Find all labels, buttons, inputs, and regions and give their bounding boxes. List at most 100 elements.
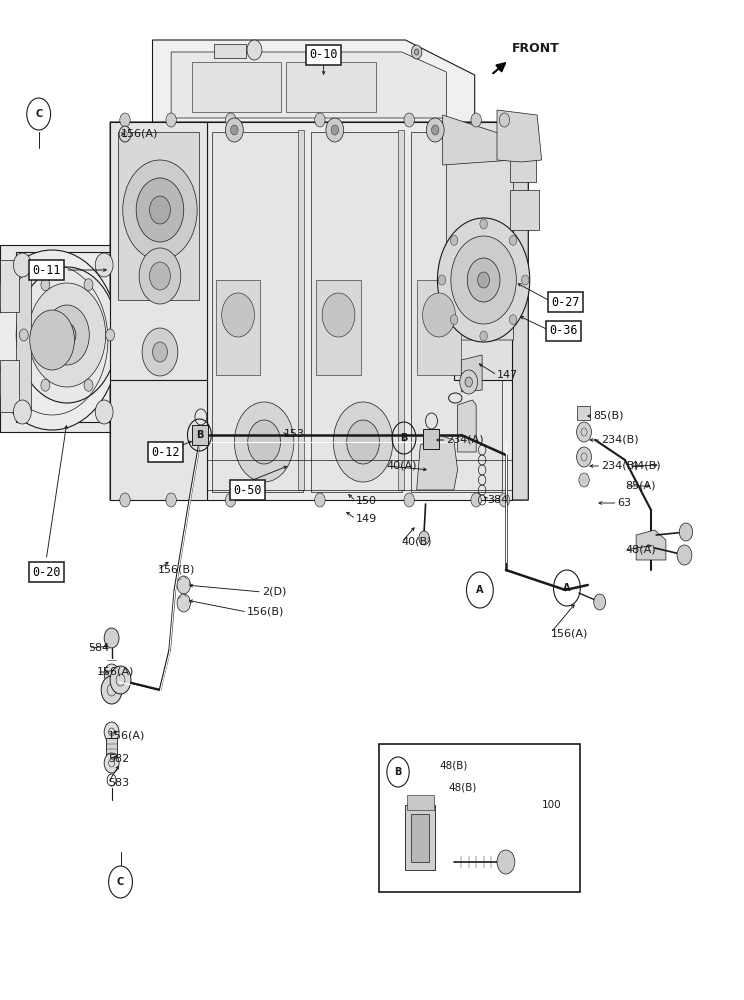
Text: 0-10: 0-10 [310,48,338,62]
Polygon shape [417,280,461,375]
Circle shape [347,420,379,464]
Circle shape [166,113,176,127]
Polygon shape [311,132,402,492]
Polygon shape [510,190,539,230]
Circle shape [136,178,184,242]
Circle shape [30,310,74,370]
Circle shape [471,113,481,127]
Circle shape [679,523,693,541]
Circle shape [522,275,529,285]
Circle shape [331,125,339,135]
Text: 40(B): 40(B) [402,537,432,547]
Circle shape [84,279,93,291]
Text: 48(B): 48(B) [449,782,477,792]
Circle shape [234,402,294,482]
Circle shape [177,594,190,612]
Polygon shape [171,52,446,118]
Circle shape [467,258,500,302]
Polygon shape [0,245,113,432]
Text: 44(B): 44(B) [631,461,661,471]
Polygon shape [458,400,476,452]
Circle shape [106,329,115,341]
Text: A: A [476,585,484,595]
Circle shape [450,235,458,245]
Circle shape [104,664,119,684]
Circle shape [499,493,510,507]
Text: 0-36: 0-36 [549,324,577,338]
Circle shape [404,493,414,507]
Circle shape [497,850,515,874]
Circle shape [225,113,236,127]
Circle shape [677,545,692,565]
Polygon shape [216,280,260,375]
Circle shape [16,267,118,403]
Circle shape [41,279,50,291]
Text: B: B [196,430,203,440]
Circle shape [322,293,355,337]
Circle shape [450,315,458,325]
Circle shape [104,628,119,648]
Circle shape [247,40,262,60]
Circle shape [577,422,591,442]
Circle shape [139,248,181,304]
Bar [577,406,590,420]
Circle shape [577,447,591,467]
Circle shape [166,493,176,507]
Text: 156(B): 156(B) [158,565,195,575]
Text: 0-20: 0-20 [32,566,60,578]
Circle shape [510,315,517,325]
Circle shape [426,118,444,142]
Text: B: B [400,433,408,443]
Text: C: C [117,877,124,887]
Bar [407,795,434,810]
Text: 583: 583 [108,778,129,788]
Polygon shape [443,115,513,165]
Text: 234(B): 234(B) [601,461,639,471]
Polygon shape [411,132,502,492]
Text: 156(A): 156(A) [108,730,145,740]
Text: 0-12: 0-12 [151,446,179,458]
Circle shape [28,283,106,387]
Bar [423,429,439,449]
Circle shape [579,473,589,487]
Circle shape [58,323,76,347]
Polygon shape [316,280,361,375]
Polygon shape [454,122,512,380]
Circle shape [411,45,422,59]
Text: 149: 149 [356,514,377,524]
Circle shape [471,493,481,507]
Polygon shape [192,62,281,112]
Text: 48(A): 48(A) [625,545,655,555]
Text: 234(B): 234(B) [601,435,639,445]
Text: 156(A): 156(A) [551,628,588,638]
Circle shape [150,196,170,224]
Polygon shape [118,132,199,300]
Circle shape [119,126,131,142]
Polygon shape [398,130,404,490]
Polygon shape [286,62,376,112]
Circle shape [19,329,28,341]
Circle shape [315,113,325,127]
Circle shape [419,531,429,545]
Circle shape [222,293,254,337]
Circle shape [414,49,419,55]
Polygon shape [110,122,528,500]
Bar [106,738,117,756]
Polygon shape [212,132,303,492]
Bar [379,744,580,892]
Text: 63: 63 [618,498,632,508]
Circle shape [460,370,478,394]
Polygon shape [461,355,482,392]
Polygon shape [636,530,666,560]
Circle shape [120,113,130,127]
Circle shape [315,493,325,507]
Text: 156(A): 156(A) [97,667,134,677]
Polygon shape [0,360,19,412]
Polygon shape [417,435,458,490]
Polygon shape [0,260,19,312]
Circle shape [120,493,130,507]
Text: 85(B): 85(B) [593,411,623,421]
Text: 2(D): 2(D) [262,587,286,597]
Circle shape [465,377,472,387]
Circle shape [142,328,178,376]
